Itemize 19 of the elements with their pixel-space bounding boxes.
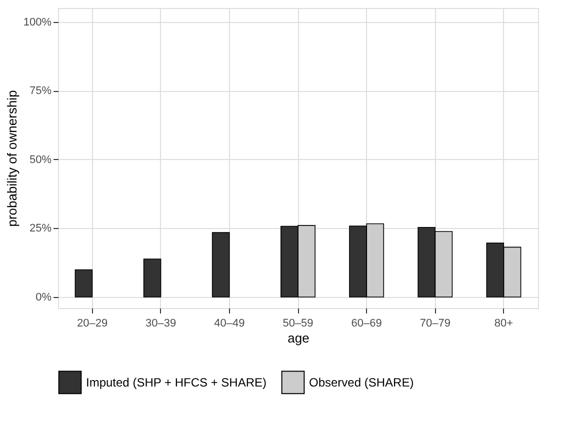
- bar: [74, 269, 93, 298]
- x-tick-label: 20–29: [76, 318, 108, 330]
- x-tick-label: 70–79: [420, 318, 450, 330]
- y-tick-label: 100%: [23, 16, 52, 28]
- y-tick-label: 75%: [29, 85, 52, 98]
- x-tick-label: 30–39: [146, 318, 176, 330]
- legend-label: Imputed (SHP + HFCS + SHARE): [86, 375, 267, 390]
- y-tick-label: 0%: [36, 291, 52, 304]
- y-tick-label: 50%: [29, 154, 52, 166]
- bar: [143, 258, 162, 298]
- x-tick-label: 40–49: [214, 318, 245, 330]
- x-axis-title: age: [288, 330, 310, 346]
- bar: [212, 232, 230, 298]
- y-tick-label: 25%: [29, 222, 52, 235]
- y-axis-title: probability of ownership: [4, 90, 20, 227]
- x-tick-label: 60–69: [351, 318, 382, 330]
- legend-label: Observed (SHARE): [309, 375, 414, 390]
- x-tick-label: 50–59: [282, 318, 314, 330]
- x-tick-label: 80+: [494, 318, 514, 330]
